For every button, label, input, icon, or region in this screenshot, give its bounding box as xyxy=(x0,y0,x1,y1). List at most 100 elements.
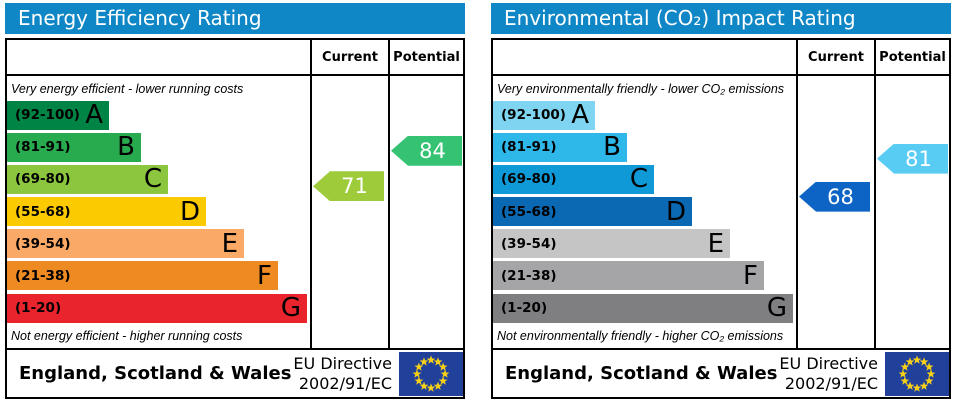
band-bar: (81-91) B xyxy=(493,132,627,163)
rating-table-body: Current Potential Very environmentally f… xyxy=(493,40,949,348)
column-divider xyxy=(388,40,390,348)
eu-directive-line1: EU Directive xyxy=(293,353,392,373)
rating-table-body: Current Potential Very energy efficient … xyxy=(7,40,463,348)
band-bar: (69-80) C xyxy=(7,164,168,195)
band-bar: (21-38) F xyxy=(493,260,764,291)
environmental-impact-rating-chart: Environmental (CO₂) Impact Rating Curren… xyxy=(491,3,951,399)
band-range-label: (39-54) xyxy=(501,235,557,252)
band-range-label: (55-68) xyxy=(501,203,557,220)
band-letter: B xyxy=(603,132,621,163)
rating-band-d: (55-68) D xyxy=(493,196,796,227)
band-bar: (21-38) F xyxy=(7,260,278,291)
band-letter: D xyxy=(665,196,686,227)
potential-rating-arrow: 81 xyxy=(877,143,948,174)
band-bar: (81-91) B xyxy=(7,132,141,163)
band-range-label: (81-91) xyxy=(501,139,557,156)
band-range-label: (92-100) xyxy=(501,107,566,123)
rating-bands: (92-100) A (81-91) B (69-80) C (55-68) D (39-54)… xyxy=(493,100,796,324)
rating-band-b: (81-91) B xyxy=(7,132,310,163)
current-column-header: Current xyxy=(808,49,864,65)
top-caption: Very environmentally friendly - lower CO… xyxy=(497,82,785,96)
chart-title: Energy Efficiency Rating xyxy=(18,6,262,30)
chart-footer: England, Scotland & Wales EU Directive 2… xyxy=(493,348,949,397)
eu-flag-icon xyxy=(399,351,463,396)
current-column-header: Current xyxy=(322,49,378,65)
header-divider xyxy=(7,74,463,76)
band-letter: C xyxy=(143,164,162,195)
band-range-label: (21-38) xyxy=(15,267,71,284)
chart-title-bar: Energy Efficiency Rating xyxy=(5,3,465,34)
rating-table: Current Potential Very environmentally f… xyxy=(491,38,951,399)
band-letter: A xyxy=(85,100,103,130)
bottom-caption: Not environmentally friendly - higher CO… xyxy=(497,328,784,343)
potential-column-header: Potential xyxy=(393,49,460,65)
rating-band-b: (81-91) B xyxy=(493,132,796,163)
eu-directive-line2: 2002/91/EC xyxy=(298,373,392,393)
rating-band-c: (69-80) C xyxy=(7,164,310,195)
band-bar: (69-80) C xyxy=(493,164,654,195)
band-letter: E xyxy=(221,228,238,259)
band-bar: (92-100) A xyxy=(493,100,595,130)
band-bar: (1-20) G xyxy=(7,293,307,324)
column-divider xyxy=(796,40,798,348)
current-rating-value: 68 xyxy=(827,184,854,209)
band-bar: (39-54) E xyxy=(7,228,244,259)
column-divider xyxy=(310,40,312,348)
band-bar: (55-68) D xyxy=(7,196,206,227)
potential-rating-arrow: 84 xyxy=(391,135,462,166)
region-label: England, Scotland & Wales xyxy=(505,363,778,384)
band-range-label: (92-100) xyxy=(15,107,80,123)
rating-band-e: (39-54) E xyxy=(7,228,310,259)
bands-area: Very energy efficient - lower running co… xyxy=(7,76,310,343)
bands-area: Very environmentally friendly - lower CO… xyxy=(493,76,796,343)
header-divider xyxy=(493,74,949,76)
rating-band-f: (21-38) F xyxy=(493,260,796,291)
column-divider xyxy=(874,40,876,348)
band-range-label: (21-38) xyxy=(501,267,557,284)
band-letter: G xyxy=(766,293,787,324)
band-letter: C xyxy=(629,164,648,195)
rating-band-f: (21-38) F xyxy=(7,260,310,291)
eu-directive-line2: 2002/91/EC xyxy=(784,373,878,393)
rating-table: Current Potential Very energy efficient … xyxy=(5,38,465,399)
band-range-label: (81-91) xyxy=(15,139,71,156)
band-letter: D xyxy=(179,196,200,227)
energy-efficiency-rating-chart: Energy Efficiency Rating Current Potenti… xyxy=(5,3,465,399)
band-bar: (92-100) A xyxy=(7,100,109,130)
current-rating-arrow: 68 xyxy=(799,181,870,212)
band-range-label: (39-54) xyxy=(15,235,71,252)
potential-column-header: Potential xyxy=(879,49,946,65)
rating-band-a: (92-100) A xyxy=(493,100,796,130)
band-bar: (55-68) D xyxy=(493,196,692,227)
band-bar: (1-20) G xyxy=(493,293,793,324)
band-range-label: (1-20) xyxy=(501,300,548,317)
band-letter: A xyxy=(571,100,589,130)
eu-directive-label: EU Directive 2002/91/EC xyxy=(779,354,878,394)
eu-directive-label: EU Directive 2002/91/EC xyxy=(293,354,392,394)
eu-flag-icon xyxy=(885,351,949,396)
band-letter: E xyxy=(707,228,724,259)
band-range-label: (1-20) xyxy=(15,300,62,317)
bottom-caption: Not energy efficient - higher running co… xyxy=(11,328,243,343)
chart-footer: England, Scotland & Wales EU Directive 2… xyxy=(7,348,463,397)
rating-band-c: (69-80) C xyxy=(493,164,796,195)
rating-band-a: (92-100) A xyxy=(7,100,310,130)
band-letter: B xyxy=(117,132,135,163)
band-letter: G xyxy=(280,293,301,324)
top-caption: Very energy efficient - lower running co… xyxy=(11,82,244,96)
rating-band-g: (1-20) G xyxy=(493,293,796,324)
rating-band-d: (55-68) D xyxy=(7,196,310,227)
band-letter: F xyxy=(257,260,272,291)
chart-title: Environmental (CO₂) Impact Rating xyxy=(504,6,856,30)
rating-band-e: (39-54) E xyxy=(493,228,796,259)
band-letter: F xyxy=(743,260,758,291)
band-range-label: (69-80) xyxy=(501,171,557,188)
band-range-label: (55-68) xyxy=(15,203,71,220)
current-rating-value: 71 xyxy=(341,174,368,199)
band-bar: (39-54) E xyxy=(493,228,730,259)
rating-bands: (92-100) A (81-91) B (69-80) C (55-68) D (39-54)… xyxy=(7,100,310,324)
rating-band-g: (1-20) G xyxy=(7,293,310,324)
eu-directive-line1: EU Directive xyxy=(779,353,878,373)
chart-title-bar: Environmental (CO₂) Impact Rating xyxy=(491,3,951,34)
region-label: England, Scotland & Wales xyxy=(19,363,292,384)
